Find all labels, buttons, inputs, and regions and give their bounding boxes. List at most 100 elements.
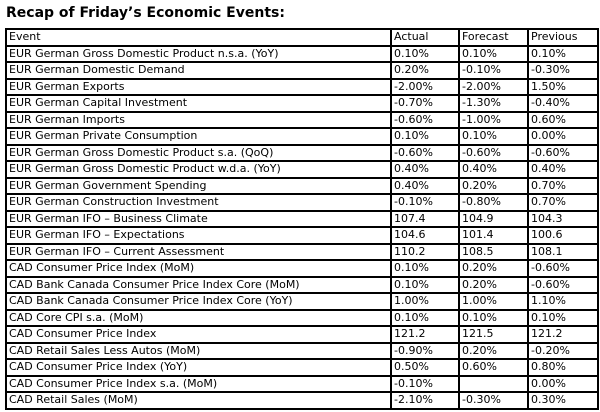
event-cell: EUR German Government Spending [6,177,391,194]
table-row: EUR German Government Spending 0.40% 0.20%… [6,177,598,194]
previous-cell: 0.10% [528,45,598,62]
column-header-event: Event [6,29,391,46]
actual-cell: 0.10% [391,260,459,277]
table-row: CAD Consumer Price Index (MoM) 0.10% 0.20%… [6,260,598,277]
forecast-cell: 104.9 [459,210,528,227]
event-cell: EUR German Domestic Demand [6,62,391,79]
event-cell: CAD Consumer Price Index (MoM) [6,260,391,277]
actual-cell: 0.40% [391,177,459,194]
previous-cell: 1.50% [528,78,598,95]
previous-cell: 0.30% [528,392,598,409]
previous-cell: -0.40% [528,95,598,112]
previous-cell: 0.60% [528,111,598,128]
table-row: EUR German Capital Investment -0.70% -1.30… [6,95,598,112]
column-header-actual: Actual [391,29,459,46]
table-row: EUR German Imports -0.60% -1.00% 0.60% [6,111,598,128]
actual-cell: 0.10% [391,276,459,293]
forecast-cell: 0.60% [459,359,528,376]
forecast-cell: 0.10% [459,45,528,62]
actual-cell: -0.70% [391,95,459,112]
table-row: EUR German Domestic Demand 0.20% -0.10% -0.… [6,62,598,79]
forecast-cell: 121.5 [459,326,528,343]
event-cell: EUR German IFO – Expectations [6,227,391,244]
actual-cell: -2.10% [391,392,459,409]
event-cell: CAD Bank Canada Consumer Price Index Cor… [6,293,391,310]
table-row: EUR German IFO – Current Assessment 110.2… [6,243,598,260]
table-row: CAD Consumer Price Index (YoY) 0.50% 0.60%… [6,359,598,376]
event-cell: EUR German Private Consumption [6,128,391,145]
previous-cell: 121.2 [528,326,598,343]
table-row: CAD Core CPI s.a. (MoM) 0.10% 0.10% 0.10% [6,309,598,326]
event-cell: CAD Consumer Price Index [6,326,391,343]
event-cell: CAD Consumer Price Index (YoY) [6,359,391,376]
previous-cell: -0.60% [528,144,598,161]
forecast-cell: 0.20% [459,276,528,293]
previous-cell: 0.80% [528,359,598,376]
forecast-cell: 101.4 [459,227,528,244]
actual-cell: 0.10% [391,309,459,326]
event-cell: EUR German Gross Domestic Product w.d.a.… [6,161,391,178]
forecast-cell: -0.30% [459,392,528,409]
previous-cell: 108.1 [528,243,598,260]
actual-cell: -2.00% [391,78,459,95]
event-cell: CAD Bank Canada Consumer Price Index Cor… [6,276,391,293]
forecast-cell: -1.00% [459,111,528,128]
table-row: EUR German Construction Investment -0.10%… [6,194,598,211]
table-row: EUR German IFO – Business Climate 107.4 10… [6,210,598,227]
previous-cell: -0.20% [528,342,598,359]
previous-cell: -0.60% [528,260,598,277]
table-row: CAD Retail Sales Less Autos (MoM) -0.90% 0… [6,342,598,359]
actual-cell: 110.2 [391,243,459,260]
column-header-previous: Previous [528,29,598,46]
event-cell: EUR German Gross Domestic Product s.a. (… [6,144,391,161]
previous-cell: 1.10% [528,293,598,310]
table-row: CAD Bank Canada Consumer Price Index Cor… [6,293,598,310]
previous-cell: 0.70% [528,194,598,211]
table-row: EUR German Gross Domestic Product n.s.a.… [6,45,598,62]
actual-cell: -0.10% [391,194,459,211]
event-cell: CAD Consumer Price Index s.a. (MoM) [6,375,391,392]
previous-cell: 0.40% [528,161,598,178]
forecast-cell: -2.00% [459,78,528,95]
actual-cell: -0.60% [391,111,459,128]
actual-cell: 1.00% [391,293,459,310]
forecast-cell: -0.10% [459,62,528,79]
actual-cell: 0.50% [391,359,459,376]
table-row: EUR German Gross Domestic Product w.d.a.… [6,161,598,178]
forecast-cell: 0.20% [459,177,528,194]
previous-cell: 100.6 [528,227,598,244]
actual-cell: 107.4 [391,210,459,227]
actual-cell: 0.10% [391,45,459,62]
event-cell: EUR German Exports [6,78,391,95]
previous-cell: -0.30% [528,62,598,79]
forecast-cell: -0.60% [459,144,528,161]
table-row: CAD Retail Sales (MoM) -2.10% -0.30% 0.30% [6,392,598,409]
previous-cell: 0.70% [528,177,598,194]
event-cell: EUR German Capital Investment [6,95,391,112]
forecast-cell: 1.00% [459,293,528,310]
table-row: EUR German Gross Domestic Product s.a. (… [6,144,598,161]
forecast-cell: 108.5 [459,243,528,260]
forecast-cell: 0.20% [459,260,528,277]
table-row: EUR German IFO – Expectations 104.6 101.4 1… [6,227,598,244]
forecast-cell: 0.20% [459,342,528,359]
actual-cell: -0.10% [391,375,459,392]
forecast-cell: 0.10% [459,309,528,326]
previous-cell: -0.60% [528,276,598,293]
column-header-forecast: Forecast [459,29,528,46]
forecast-cell: 0.10% [459,128,528,145]
event-cell: EUR German IFO – Business Climate [6,210,391,227]
event-cell: CAD Retail Sales Less Autos (MoM) [6,342,391,359]
forecast-cell [459,375,528,392]
page-title: Recap of Friday’s Economic Events: [6,5,285,21]
actual-cell: 0.10% [391,128,459,145]
actual-cell: 0.40% [391,161,459,178]
table-row: CAD Consumer Price Index s.a. (MoM) -0.10… [6,375,598,392]
event-cell: CAD Retail Sales (MoM) [6,392,391,409]
previous-cell: 104.3 [528,210,598,227]
actual-cell: 0.20% [391,62,459,79]
events-table-body: EUR German Gross Domestic Product n.s.a.… [6,45,598,409]
forecast-cell: -1.30% [459,95,528,112]
economic-events-table: Event Actual Forecast Previous EUR Germa… [5,28,599,410]
